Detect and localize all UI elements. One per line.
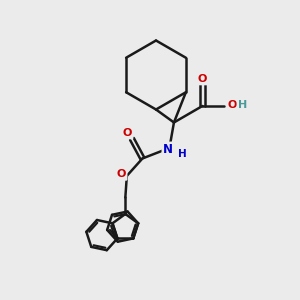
Text: N: N xyxy=(163,143,173,156)
Text: O: O xyxy=(117,169,126,179)
Text: H: H xyxy=(238,100,247,110)
Text: O: O xyxy=(123,128,132,138)
Text: O: O xyxy=(198,74,207,84)
Text: H: H xyxy=(178,149,186,159)
Text: O: O xyxy=(228,100,237,110)
